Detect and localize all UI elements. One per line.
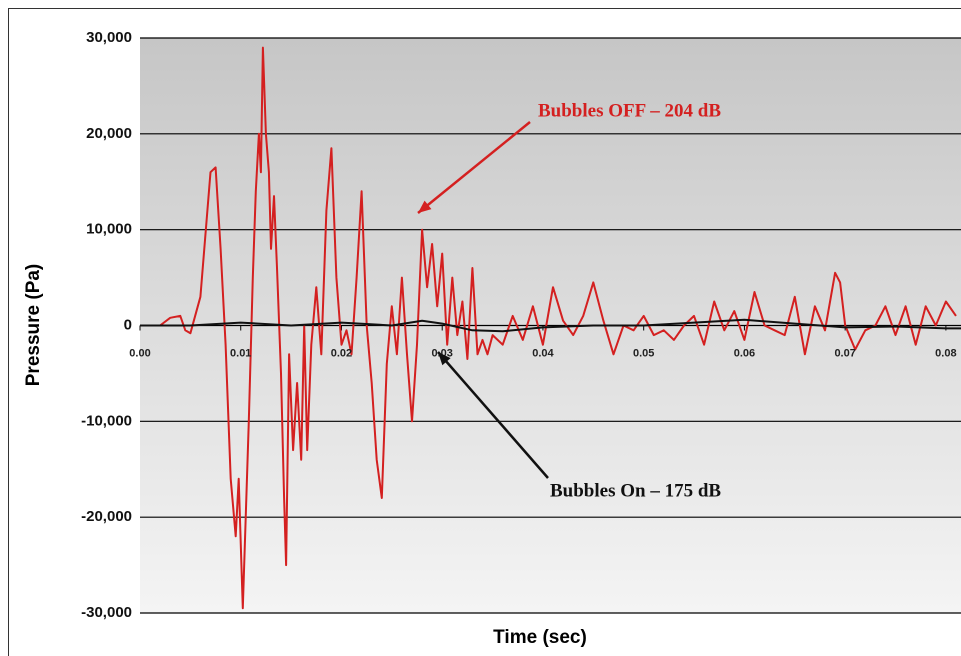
y-tick-label: 30,000 bbox=[86, 29, 132, 46]
lines bbox=[140, 46, 961, 610]
y-tick-label: 0 bbox=[124, 316, 132, 333]
annotation: Bubbles OFF – 204 dB bbox=[538, 100, 721, 121]
x-tick-label: 0.00 bbox=[129, 347, 150, 359]
y-tick-label: -30,000 bbox=[81, 604, 132, 621]
x-tick-label: 0.04 bbox=[532, 347, 554, 359]
x-tick-label: 0.08 bbox=[935, 347, 956, 359]
y-tick-label: -10,000 bbox=[81, 412, 132, 429]
x-tick-label: 0.07 bbox=[834, 347, 855, 359]
arrow-head bbox=[418, 200, 432, 213]
x-tick-label: 0.01 bbox=[230, 347, 251, 359]
y-tick-label: 20,000 bbox=[86, 125, 132, 142]
x-tick-label: 0.02 bbox=[331, 347, 352, 359]
x-tick-label: 0.03 bbox=[431, 347, 452, 359]
y-tick-label: 10,000 bbox=[86, 221, 132, 238]
series-line bbox=[140, 46, 957, 610]
arrow-head bbox=[438, 352, 451, 366]
frame bbox=[8, 8, 961, 656]
y-axis-label: Pressure (Pa) bbox=[23, 264, 44, 387]
annotation-arrow bbox=[437, 351, 549, 479]
annotation-arrow bbox=[417, 121, 531, 214]
grid bbox=[139, 37, 961, 614]
labels: 30,000 20,000 10,000 0 -10,000 -20,000 -30,000… bbox=[81, 29, 956, 621]
y-tick-label: -20,000 bbox=[81, 508, 132, 525]
annotation: Bubbles On – 175 dB bbox=[550, 480, 721, 501]
series-line bbox=[140, 318, 961, 333]
x-tick-label: 0.05 bbox=[633, 347, 654, 359]
x-axis-label: Time (sec) bbox=[493, 627, 587, 648]
x-tick-label: 0.06 bbox=[734, 347, 755, 359]
